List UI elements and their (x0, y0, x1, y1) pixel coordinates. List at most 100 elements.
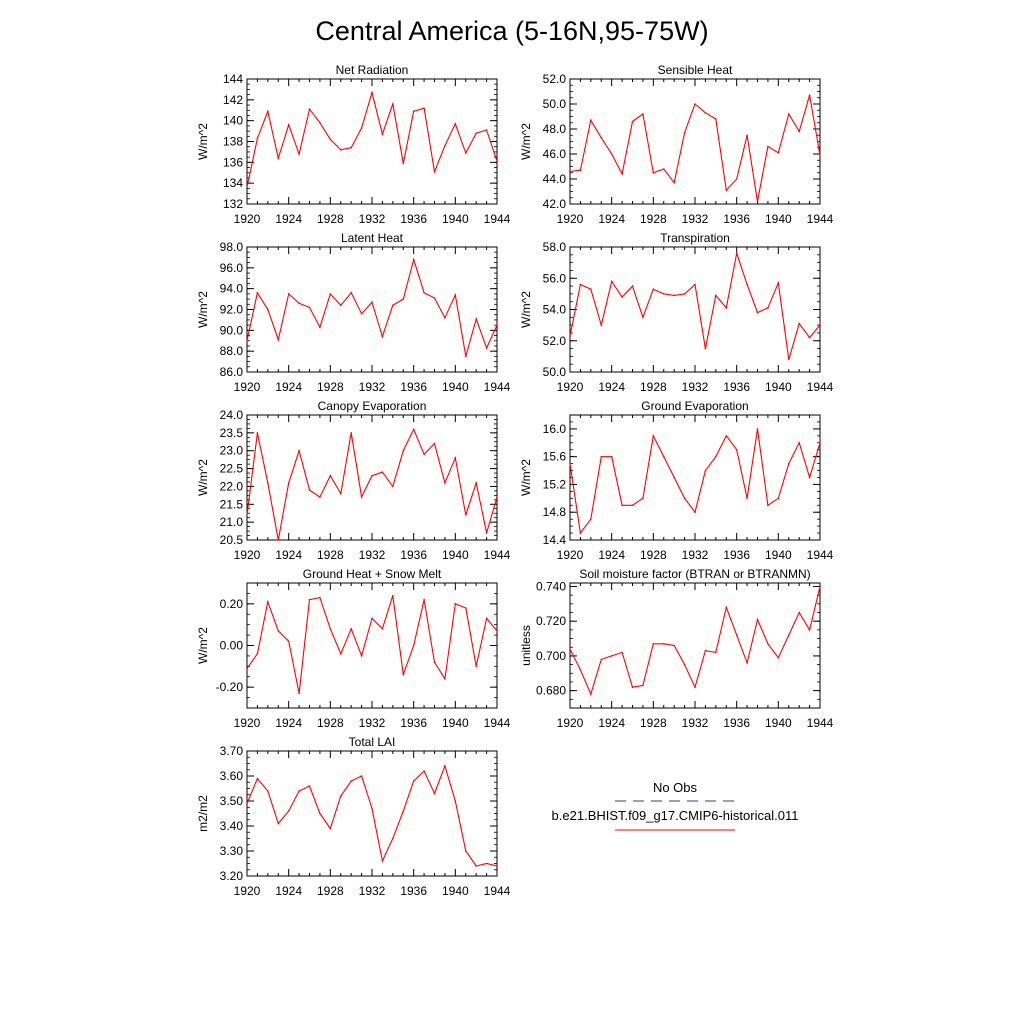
y-tick-label: 14.4 (543, 533, 567, 547)
data-point (381, 628, 384, 630)
x-tick-label: 1920 (557, 548, 584, 562)
x-tick-label: 1940 (765, 716, 792, 730)
panel-title: Total LAI (349, 735, 396, 749)
data-point (340, 653, 342, 655)
y-tick-label: 21.0 (220, 515, 244, 529)
data-point (694, 511, 696, 513)
data-point (246, 667, 248, 670)
data-point (704, 347, 707, 350)
data-point (298, 790, 300, 792)
x-tick-label: 1940 (765, 548, 792, 562)
x-tick-label: 1932 (682, 716, 709, 730)
data-point (715, 651, 717, 654)
x-tick-label: 1924 (275, 716, 302, 730)
data-point (610, 655, 613, 657)
data-point (642, 684, 644, 687)
y-tick-label: 22.0 (220, 479, 244, 493)
y-axis-label: W/m^2 (519, 123, 533, 160)
data-point (412, 110, 415, 113)
data-point (600, 137, 603, 139)
x-tick-label: 1944 (484, 884, 511, 898)
legend: No Obs b.e21.BHIST.f09_g17.CMIP6-histori… (552, 780, 798, 831)
data-point (579, 669, 582, 671)
data-point (756, 200, 759, 203)
data-point (767, 307, 769, 309)
data-point (277, 157, 280, 159)
data-point (735, 634, 738, 636)
data-point (308, 489, 311, 491)
data-point (267, 110, 269, 113)
y-tick-label: 16.0 (543, 422, 567, 436)
data-point (652, 435, 655, 437)
y-tick-label: 42.0 (543, 197, 567, 211)
data-point (767, 504, 769, 507)
data-point (694, 283, 696, 286)
data-point (360, 655, 363, 657)
y-tick-label: 15.2 (543, 477, 567, 491)
data-point (454, 294, 457, 296)
data-point (267, 482, 269, 484)
data-point (340, 492, 342, 495)
data-point (715, 118, 717, 120)
panel-8: Total LAI m2/m2 3.20 3.30 3.40 3.50 3.60 3.70 19… (196, 735, 511, 898)
data-point (590, 288, 592, 291)
data-point (392, 304, 394, 307)
x-tick-label: 1928 (640, 380, 667, 394)
data-point (433, 442, 436, 445)
data-point (725, 307, 728, 309)
x-tick-label: 1928 (317, 548, 344, 562)
data-point (423, 107, 425, 109)
x-tick-label: 1932 (682, 548, 709, 562)
panel-title: Sensible Heat (658, 63, 733, 77)
x-tick-label: 1940 (765, 380, 792, 394)
data-point (694, 686, 696, 688)
panel-frame (569, 582, 821, 709)
x-tick-label: 1944 (807, 380, 834, 394)
data-point (735, 448, 738, 451)
x-tick-label: 1928 (317, 884, 344, 898)
data-point (287, 482, 290, 484)
data-point (465, 607, 467, 609)
data-point (683, 663, 686, 666)
data-point (465, 355, 467, 358)
data-point (756, 428, 759, 430)
y-axis-label: W/m^2 (519, 459, 533, 496)
data-point (329, 138, 332, 141)
data-point (402, 673, 405, 676)
data-point (329, 827, 332, 830)
data-point (610, 153, 613, 155)
data-point (683, 293, 686, 295)
x-tick-label: 1924 (598, 212, 625, 226)
x-tick-label: 1920 (234, 884, 261, 898)
data-point (277, 822, 280, 825)
data-point (767, 643, 769, 645)
x-tick-label: 1920 (234, 380, 261, 394)
data-point (412, 258, 415, 261)
y-tick-label: 134 (223, 176, 243, 190)
y-tick-label: 0.20 (220, 597, 244, 611)
panel-frame (569, 78, 821, 205)
data-point (673, 644, 675, 647)
data-point (767, 145, 769, 148)
y-tick-label: 90.0 (220, 323, 244, 337)
x-tick-label: 1932 (359, 212, 386, 226)
data-point (392, 103, 394, 105)
data-point (475, 482, 478, 484)
data-point (673, 294, 675, 297)
data-point (485, 347, 488, 349)
data-point (485, 532, 488, 534)
data-point (454, 800, 457, 802)
data-point (360, 775, 363, 777)
data-point (704, 469, 707, 472)
y-tick-label: 132 (223, 197, 243, 211)
y-tick-label: 21.5 (220, 497, 244, 511)
data-point (298, 449, 300, 452)
data-point (381, 335, 384, 338)
panel-title: Net Radiation (336, 63, 409, 77)
x-tick-label: 1944 (807, 212, 834, 226)
series-line (246, 595, 498, 694)
data-point (652, 643, 655, 645)
data-point (756, 311, 759, 314)
y-tick-label: 94.0 (220, 282, 244, 296)
